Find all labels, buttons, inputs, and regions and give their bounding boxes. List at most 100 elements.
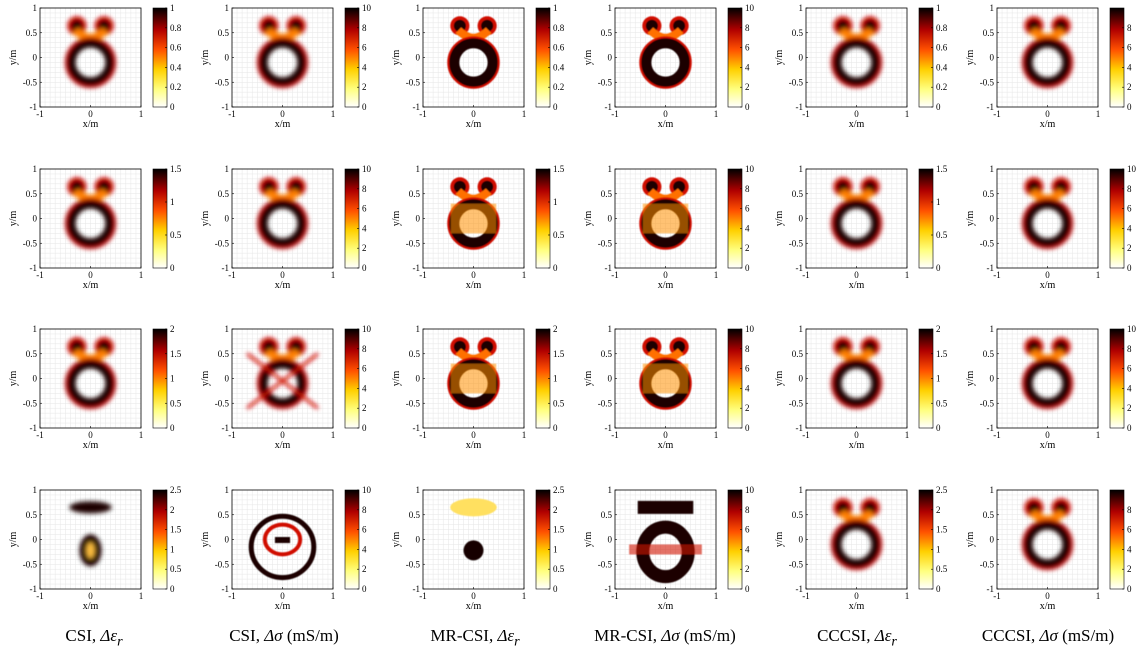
x-axis-label: x/m (1040, 601, 1056, 612)
heatmap-panel: -1 0 1 -1 -0.5 0 0.5 1 x/m y/m 0 0.2 0.4 0.6 0.8 1 (8, 3, 182, 130)
colorbar-tick-label: 1 (170, 544, 175, 554)
y-axis-label: y/m (8, 371, 19, 387)
colorbar-tick-label: 1 (936, 3, 941, 13)
colorbar-tick-label: 2.5 (936, 485, 948, 495)
colorbar-tick-label: 2 (1127, 243, 1132, 253)
y-axis-label: y/m (583, 50, 594, 66)
y-tick-label: -0.5 (598, 77, 613, 87)
x-axis-label: x/m (466, 601, 482, 612)
grid-lines (423, 8, 524, 107)
y-tick-label: 0 (33, 535, 38, 545)
colorbar-tick-label: 0.5 (936, 564, 948, 574)
colorbar-tick-label: 10 (745, 324, 755, 334)
y-tick-label: 0 (799, 535, 804, 545)
x-tick-label: -1 (36, 270, 44, 280)
top-block (637, 500, 694, 514)
colorbar-tick-label: 1.5 (936, 525, 948, 535)
x-tick-label: 1 (331, 430, 336, 440)
ear-core (836, 501, 849, 514)
ear-core (1027, 340, 1040, 353)
heatmap-field (831, 16, 882, 88)
y-tick-label: 1 (33, 485, 38, 495)
x-axis-label: x/m (1040, 119, 1056, 130)
heatmap-field (831, 177, 882, 249)
y-axis-label: y/m (583, 211, 594, 227)
colorbar-tick-label: 6 (362, 364, 367, 374)
colorbar-tick-label: 4 (362, 223, 367, 233)
x-tick-label: 1 (905, 430, 910, 440)
colorbar-tick-label: 6 (1127, 43, 1132, 53)
x-tick-label: 0 (663, 270, 668, 280)
x-tick-label: 0 (854, 270, 859, 280)
y-axis-label: y/m (774, 50, 785, 66)
ear-core (262, 180, 275, 193)
heatmap-field (65, 337, 116, 409)
y-tick-label: 1 (799, 485, 804, 495)
ear-core (836, 180, 849, 193)
x-axis-label: x/m (849, 280, 865, 291)
x-tick-label: 1 (905, 109, 910, 119)
x-tick-label: 1 (139, 591, 144, 601)
colorbar (1109, 7, 1125, 108)
y-axis-label: y/m (391, 371, 402, 387)
ear-core (673, 19, 686, 32)
x-tick-label: 1 (139, 430, 144, 440)
ear-core (1055, 340, 1068, 353)
y-tick-label: 0 (799, 53, 804, 63)
heatmap-panel: -1 0 1 -1 -0.5 0 0.5 1 x/m y/m 0 2 4 6 8 10 (200, 164, 372, 291)
ring-core (67, 38, 114, 86)
y-tick-label: 0.5 (409, 349, 421, 359)
artifact-block (450, 363, 497, 394)
ear-core (1055, 19, 1068, 32)
y-tick-label: 0.5 (792, 349, 804, 359)
x-tick-label: -1 (419, 109, 427, 119)
colorbar-tick-label: 1.5 (170, 525, 182, 535)
y-tick-label: -0.5 (215, 77, 230, 87)
colorbar-tick-label: 6 (1127, 525, 1132, 535)
x-axis-label: x/m (275, 280, 291, 291)
y-tick-label: 0 (416, 374, 421, 384)
grid-lines (997, 8, 1098, 107)
center-blob (463, 540, 484, 561)
colorbar-tick-label: 6 (745, 364, 750, 374)
y-axis-label: y/m (965, 371, 976, 387)
y-tick-label: 0.5 (601, 189, 613, 199)
y-tick-label: 0 (225, 53, 230, 63)
colorbar-tick-label: 0.5 (170, 564, 182, 574)
colorbar-tick-label: 1 (170, 3, 175, 13)
artifact-block (642, 203, 689, 234)
colorbar-tick-label: 0.5 (170, 230, 182, 240)
y-axis-label: y/m (774, 371, 785, 387)
colorbar (152, 168, 168, 269)
colorbar-tick-label: 1 (170, 197, 175, 207)
y-tick-label: 1 (990, 3, 995, 13)
colorbar (727, 489, 743, 590)
colorbar-tick-label: 2 (362, 82, 367, 92)
colorbar-tick-label: 6 (745, 525, 750, 535)
colorbar-tick-label: 1.5 (553, 164, 565, 174)
grid-lines (806, 329, 907, 428)
y-tick-label: 0.5 (792, 510, 804, 520)
top-bar (450, 498, 497, 517)
y-tick-label: -1 (30, 102, 38, 112)
colorbar-tick-label: 2 (362, 564, 367, 574)
ear-core (1055, 180, 1068, 193)
colorbar-tick-label: 4 (745, 383, 750, 393)
colorbar-tick-label: 2 (936, 505, 941, 515)
column-caption: MR-CSI, Δεr (430, 626, 520, 650)
colorbar-tick-label: 1.5 (936, 164, 948, 174)
x-tick-label: -1 (228, 430, 236, 440)
y-tick-label: 0 (225, 214, 230, 224)
x-tick-label: 0 (280, 270, 285, 280)
colorbar-tick-label: 6 (1127, 204, 1132, 214)
colorbar-tick-label: 0.5 (553, 564, 565, 574)
y-tick-label: 0.5 (26, 349, 38, 359)
heatmap-field (450, 498, 497, 561)
y-tick-label: 0 (33, 214, 38, 224)
y-tick-label: -0.5 (598, 559, 613, 569)
y-tick-label: 0.5 (218, 189, 230, 199)
colorbar-tick-label: 1 (936, 544, 941, 554)
y-tick-label: 0 (608, 374, 613, 384)
ring-core (833, 38, 880, 86)
x-tick-label: 1 (905, 270, 910, 280)
